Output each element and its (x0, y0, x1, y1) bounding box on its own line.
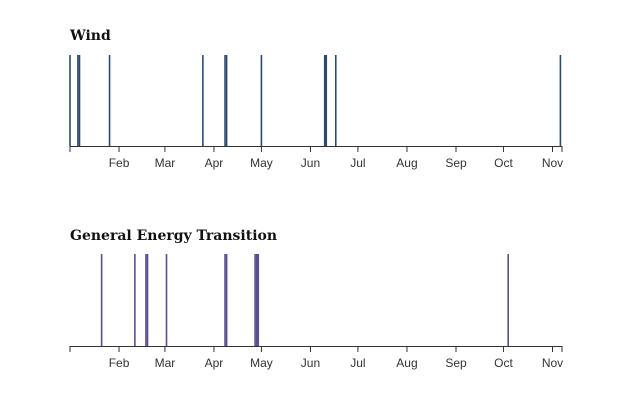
x-tick-label: Mar (155, 156, 176, 170)
x-tick-label: Jun (301, 356, 320, 370)
x-tick-label: Sep (445, 356, 467, 370)
x-tick-label: Aug (396, 156, 417, 170)
general-energy-transition-timeline-chart: Feb Mar Apr May Jun Jul Aug Sep Oct Nov (69, 254, 563, 370)
x-tick-label: Mar (155, 356, 176, 370)
wind-timeline-chart: Feb Mar Apr May Jun Jul Aug Sep Oct Nov (69, 55, 563, 170)
x-tick-label: Oct (494, 356, 513, 370)
x-tick-label: Apr (205, 156, 224, 170)
x-tick-label: Feb (109, 156, 130, 170)
x-tick-label: Jun (301, 156, 320, 170)
x-tick-label: Apr (205, 356, 224, 370)
x-tick-label: Sep (445, 156, 467, 170)
general-energy-transition-panel-title: General Energy Transition (70, 228, 278, 244)
x-tick-label: Oct (494, 156, 513, 170)
x-tick-label: Nov (542, 356, 563, 370)
x-tick-label: Jul (350, 156, 365, 170)
x-axis-line (69, 346, 563, 352)
wind-panel-title: Wind (70, 28, 111, 44)
x-tick-label: Feb (109, 356, 130, 370)
x-tick-label: Aug (396, 356, 417, 370)
x-axis-line (69, 146, 563, 152)
x-tick-label: May (250, 156, 273, 170)
x-tick-label: May (250, 356, 273, 370)
x-tick-label: Jul (350, 356, 365, 370)
x-tick-label: Nov (542, 156, 563, 170)
